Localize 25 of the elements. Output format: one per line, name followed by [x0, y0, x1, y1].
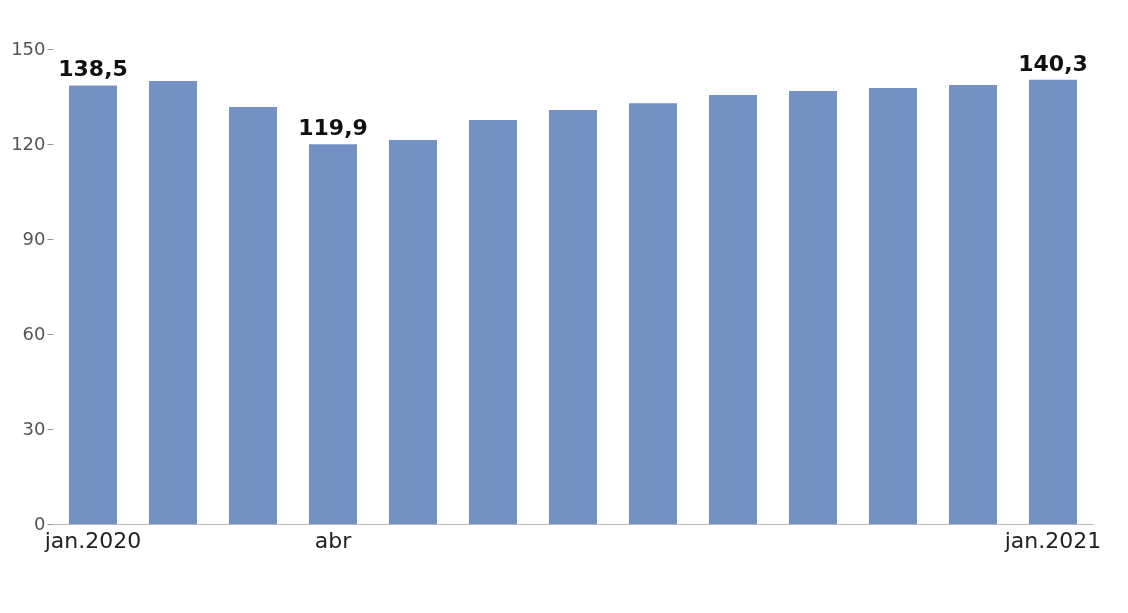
bar	[789, 91, 837, 524]
bar	[1029, 79, 1077, 524]
y-tick-label: 0	[34, 512, 46, 534]
y-tick-label: 60	[22, 322, 46, 344]
bar	[949, 85, 997, 524]
data-label: 119,9	[298, 115, 368, 141]
x-tick-label: jan.2021	[1003, 527, 1102, 553]
bar	[389, 139, 437, 524]
bar	[869, 87, 917, 524]
bar	[549, 110, 597, 524]
y-tick-label: 150	[11, 37, 46, 59]
bar	[709, 94, 757, 524]
bar	[309, 144, 357, 524]
bar	[69, 85, 117, 524]
y-tick-label: 90	[22, 227, 46, 249]
y-tick-label: 120	[11, 132, 46, 154]
bar	[229, 106, 277, 524]
bar	[629, 103, 677, 524]
x-tick-label: jan.2020	[43, 527, 142, 553]
bar	[469, 119, 517, 524]
bar	[149, 80, 197, 524]
y-tick-label: 30	[22, 417, 46, 439]
x-tick-label: abr	[314, 527, 353, 553]
data-label: 138,5	[58, 56, 128, 82]
data-label: 140,3	[1018, 50, 1088, 76]
